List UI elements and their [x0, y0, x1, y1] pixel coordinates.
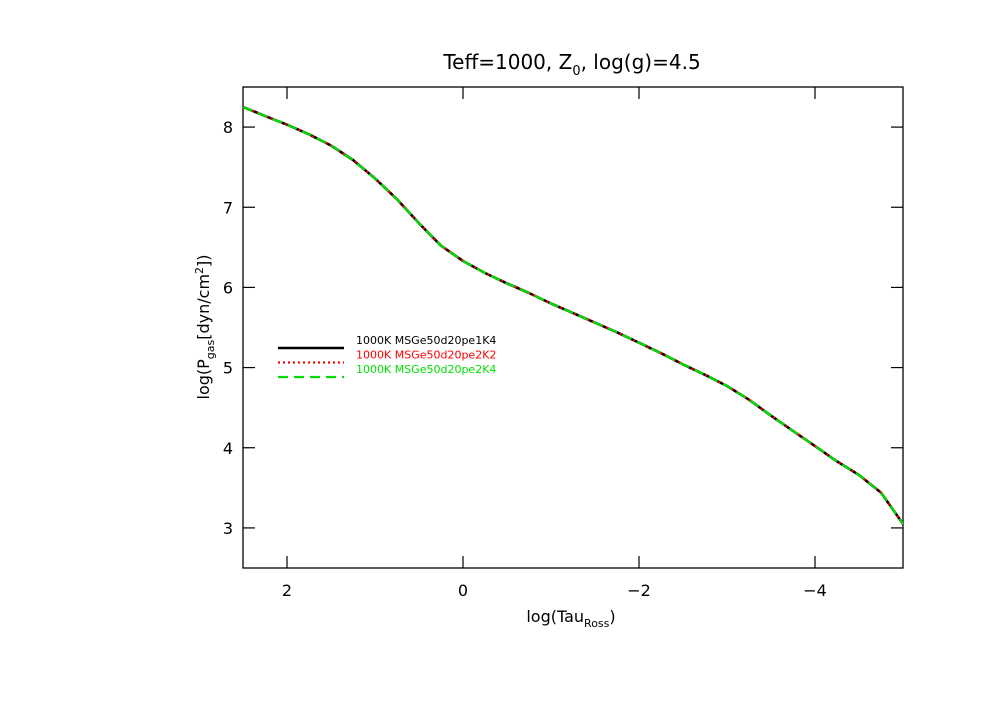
series-line-1 [242, 105, 905, 525]
y-axis-title: log(Pgas[dyn/cm2]) [193, 254, 217, 399]
x-axis-title-tail: ) [609, 607, 615, 626]
legend: 1000K MSGe50d20pe1K4 1000K MSGe50d20pe2K2… [278, 334, 496, 379]
legend-label: 1000K MSGe50d20pe2K4 [356, 363, 496, 376]
x-axis-title: log(TauRoss) [526, 607, 615, 630]
x-tick-label: −2 [627, 581, 651, 600]
y-axis-title-superscript: 2 [193, 267, 206, 274]
y-tick-label: 4 [223, 439, 233, 458]
y-tick-label: 6 [223, 278, 233, 297]
y-tick-label: 5 [223, 359, 233, 378]
y-tick-label: 8 [223, 118, 233, 137]
legend-label: 1000K MSGe50d20pe1K4 [356, 334, 496, 347]
series-lines [242, 105, 905, 525]
y-axis-title-middle: [dyn/cm [194, 274, 213, 340]
y-axis-title-main: log(P [194, 359, 213, 400]
title-subscript: 0 [572, 64, 580, 79]
plot-frame [242, 86, 904, 569]
x-axis-title-subscript: Ross [584, 617, 610, 630]
y-tick-label: 3 [223, 519, 233, 538]
x-tick-label: 0 [458, 581, 468, 600]
x-tick-label: −4 [803, 581, 827, 600]
x-tick-label: 2 [282, 581, 292, 600]
legend-label: 1000K MSGe50d20pe2K2 [356, 349, 496, 362]
y-tick-label: 7 [223, 198, 233, 217]
axis-ticks [243, 87, 903, 568]
series-line-3 [242, 105, 904, 525]
series-line-2 [242, 105, 904, 525]
chart-title: Teff=1000, Z0, log(g)=4.5 [442, 50, 700, 79]
axis-tick-labels: 2 0 −2 −4 3 4 5 6 7 8 [223, 118, 827, 600]
title-tail: , log(g)=4.5 [581, 50, 701, 74]
x-axis-title-main: log(Tau [526, 607, 584, 626]
y-axis-title-subscript: gas [204, 340, 217, 360]
title-main: Teff=1000, Z [442, 50, 572, 74]
y-axis-title-tail: ]) [194, 254, 213, 266]
